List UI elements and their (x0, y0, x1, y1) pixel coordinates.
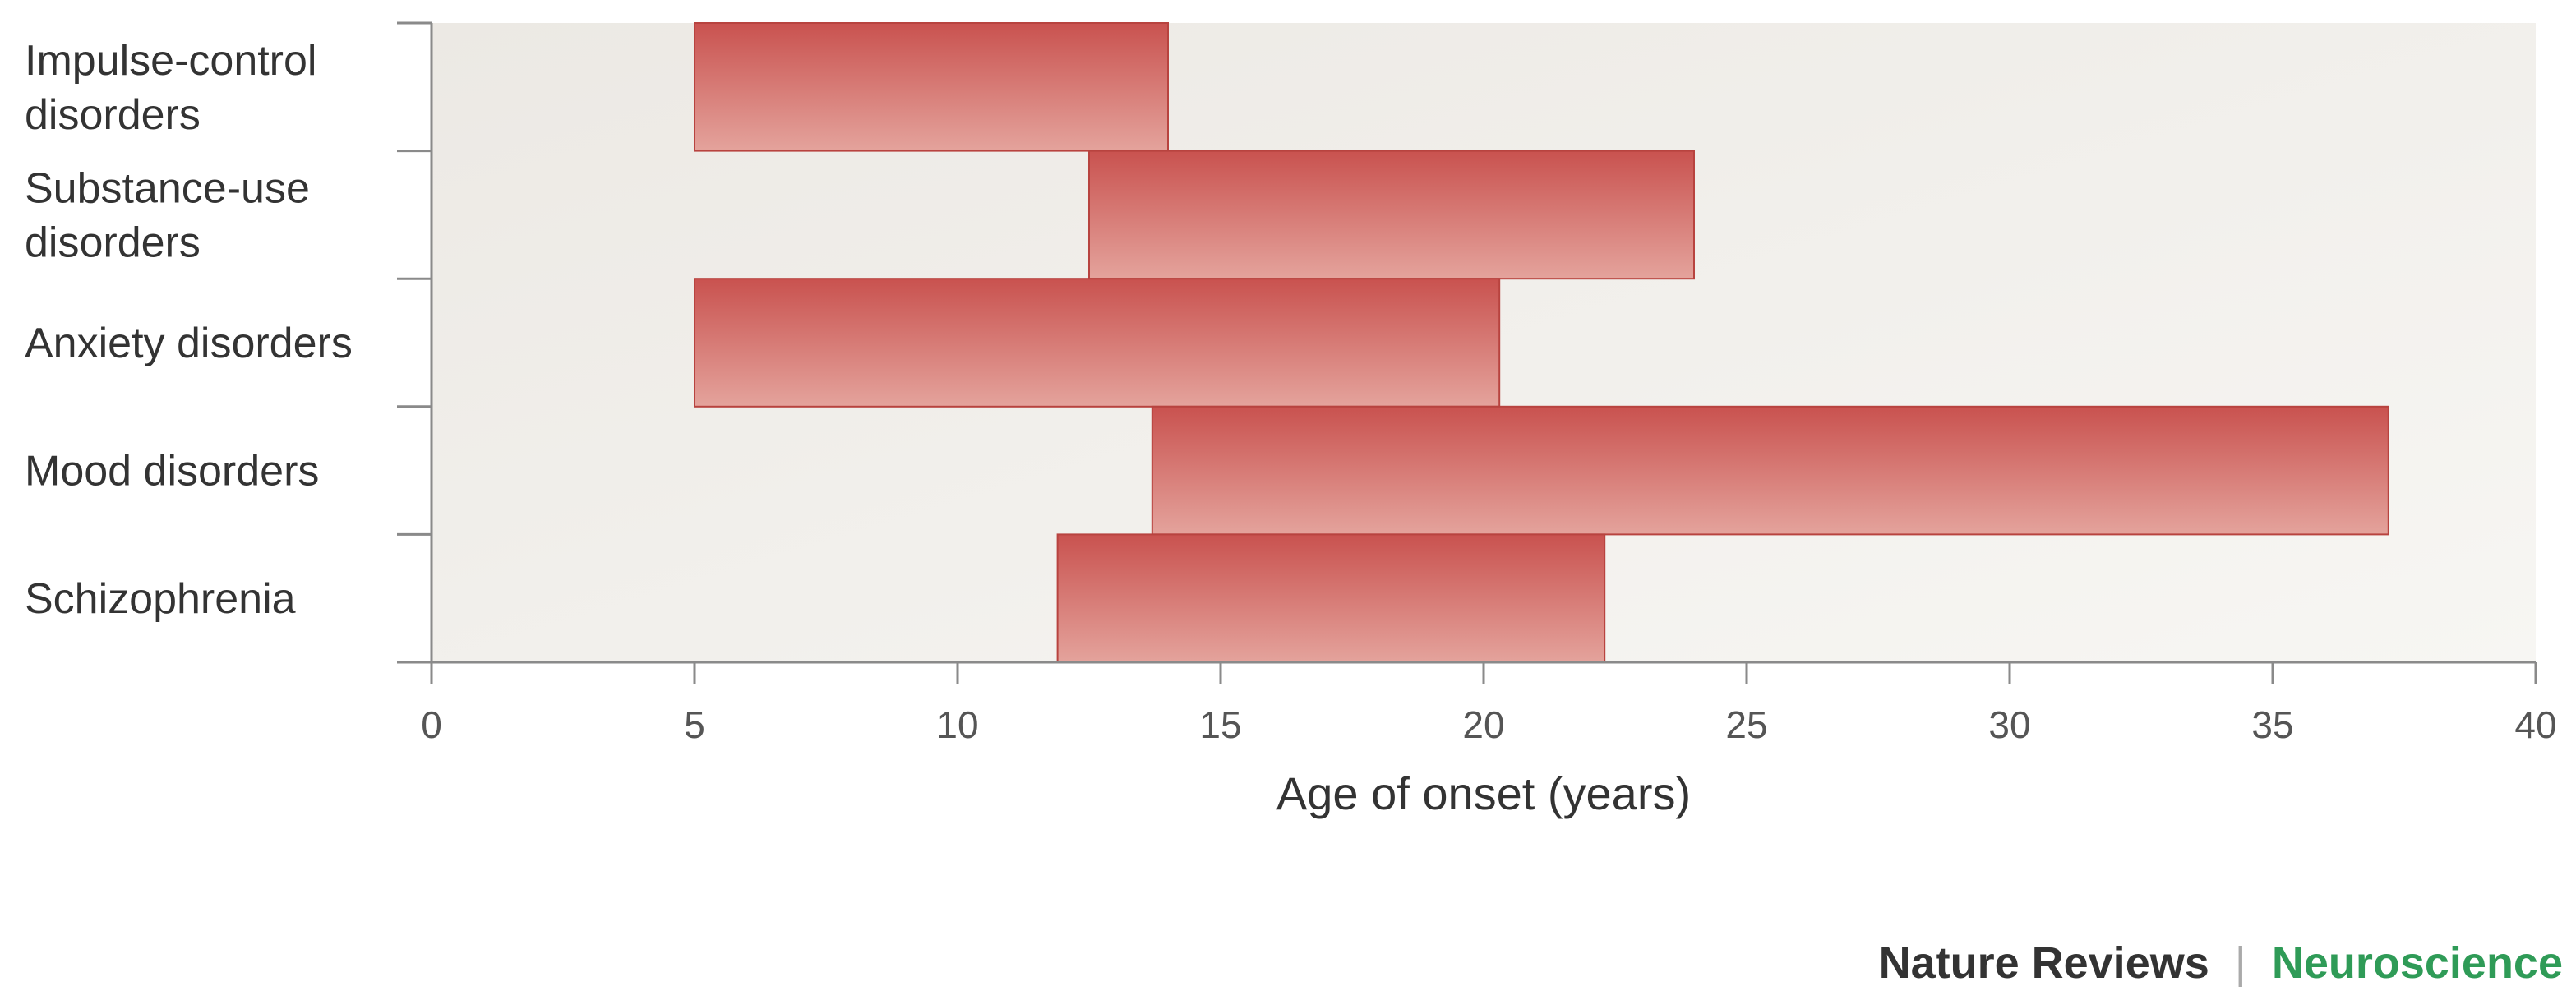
journal-name: Nature Reviews (1879, 938, 2209, 988)
x-tick-label: 15 (1199, 703, 1241, 746)
x-tick-label: 25 (1725, 703, 1767, 746)
category-label: Anxiety disorders (25, 320, 353, 367)
category-labels: Impulse-control disorders Substance-use dis… (25, 37, 353, 623)
bar-2 (1088, 150, 1695, 280)
bar-3 (694, 278, 1501, 408)
category-label: Mood disorders (25, 448, 319, 495)
brand-separator: | (2235, 938, 2246, 988)
x-axis-title: Age of onset (years) (1276, 767, 1691, 819)
axes-group (397, 21, 2537, 684)
bar-5 (1056, 533, 1606, 664)
footer-brand: Nature Reviews | Neuroscience (1879, 938, 2563, 988)
x-tick-label: 5 (684, 703, 705, 746)
bar-1 (694, 22, 1169, 152)
x-tick-label: 10 (936, 703, 978, 746)
x-tick-label: 20 (1462, 703, 1504, 746)
x-tick-label: 40 (2514, 703, 2556, 746)
tick-labels: 0 5 10 15 20 25 30 35 40 (421, 703, 2556, 746)
category-label: Substance-use disorders (25, 164, 310, 266)
category-label: Impulse-control disorders (25, 37, 316, 139)
x-tick-label: 30 (1988, 703, 2030, 746)
bar-4 (1151, 405, 2389, 536)
x-tick-label: 0 (421, 703, 442, 746)
bars-group (694, 22, 2389, 664)
x-tick-label: 35 (2251, 703, 2293, 746)
section-name: Neuroscience (2272, 938, 2563, 988)
category-label: Schizophrenia (25, 575, 296, 623)
